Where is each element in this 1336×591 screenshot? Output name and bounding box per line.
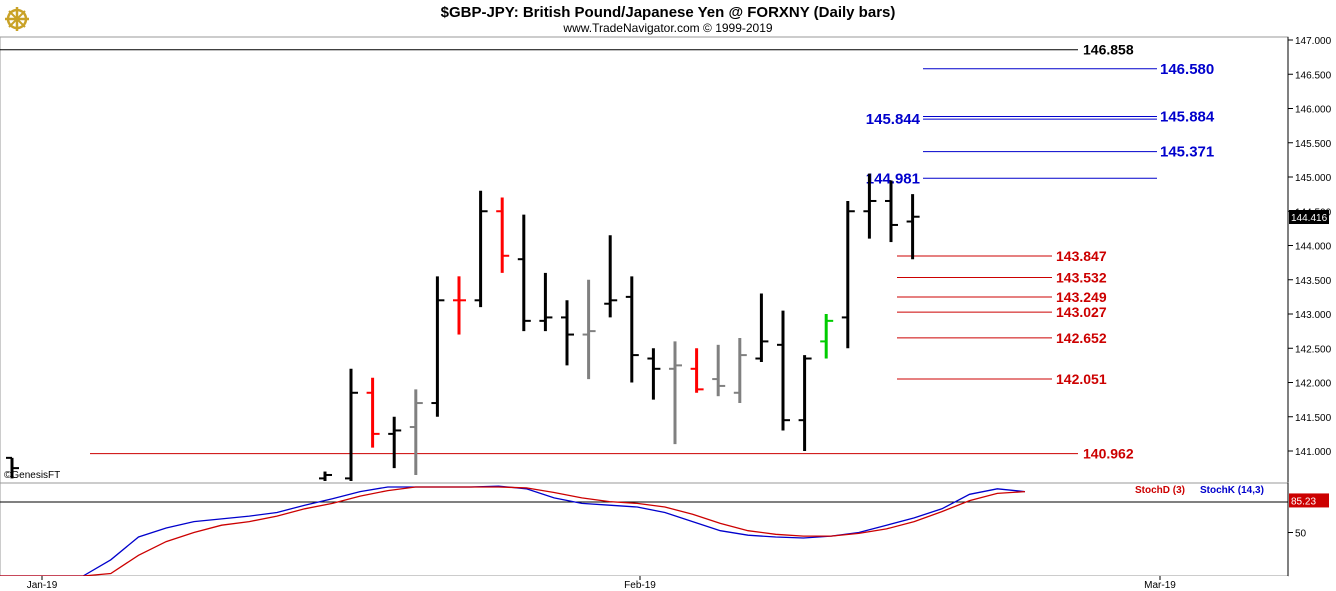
x-tick-label: Mar-19 [1144, 580, 1176, 591]
stoch-axis: 50 85.23 [1287, 483, 1329, 576]
level-label: 142.652 [1056, 330, 1107, 346]
y-tick-label: 142.500 [1295, 344, 1332, 355]
stoch-line-d [0, 486, 1026, 577]
last-price-label: 144.416 [1291, 213, 1328, 224]
stoch-legend-entry: StochK (14,3) [1200, 485, 1264, 496]
y-tick-label: 141.000 [1295, 447, 1332, 458]
x-tick-label: Feb-19 [624, 580, 656, 591]
last-price-badge [1289, 210, 1329, 225]
level-label: 142.051 [1056, 371, 1107, 387]
x-axis-bg [0, 576, 1288, 591]
y-tick-label: 146.000 [1295, 105, 1332, 116]
y-tick-label: 143.500 [1295, 276, 1332, 287]
price-axis: 141.000 141.500 142.000 142.500 143.000 143.5… [1287, 36, 1332, 483]
level-label: 145.371 [1160, 144, 1214, 161]
level-label: 145.884 [1160, 108, 1215, 125]
level-label: 143.847 [1056, 248, 1107, 264]
y-tick-label: 144.000 [1295, 242, 1332, 253]
y-tick-label: 143.000 [1295, 310, 1332, 321]
level-lines: 146.858 146.580 145.884 145.844 145.371 144.9… [0, 42, 1215, 462]
stoch-lines: StochD (3) StochK (14,3) [0, 485, 1264, 577]
watermark: ©GenesisFT [4, 470, 60, 481]
y-tick-label: 145.500 [1295, 139, 1332, 150]
level-label: 146.580 [1160, 61, 1214, 78]
x-axis: Jan-19 Feb-19 Mar-19 [27, 576, 1176, 591]
stoch-pane [0, 482, 1289, 577]
y-tick-label: 142.000 [1295, 379, 1332, 390]
level-label: 143.532 [1056, 270, 1107, 286]
price-bars [6, 173, 920, 481]
y-tick-label: 146.500 [1295, 70, 1332, 81]
chart-title: $GBP-JPY: British Pound/Japanese Yen @ F… [441, 4, 896, 21]
chart-subtitle: www.TradeNavigator.com © 1999-2019 [562, 21, 772, 35]
level-label: 140.962 [1083, 446, 1134, 462]
level-label: 143.027 [1056, 304, 1107, 320]
level-label: 144.981 [866, 170, 920, 187]
stoch-tick-label: 50 [1295, 529, 1307, 540]
level-label: 143.249 [1056, 289, 1107, 305]
stoch-last-badge [1289, 493, 1329, 508]
level-label: 146.858 [1083, 42, 1134, 58]
price-pane [0, 36, 1289, 484]
stoch-legend-entry: StochD (3) [1135, 485, 1185, 496]
logo-icon [5, 7, 29, 31]
stoch-last-label: 85.23 [1291, 496, 1316, 507]
y-tick-label: 141.500 [1295, 413, 1332, 424]
y-tick-label: 145.000 [1295, 173, 1332, 184]
level-label: 145.844 [866, 111, 921, 128]
y-tick-label: 147.000 [1295, 36, 1332, 47]
x-tick-label: Jan-19 [27, 580, 58, 591]
